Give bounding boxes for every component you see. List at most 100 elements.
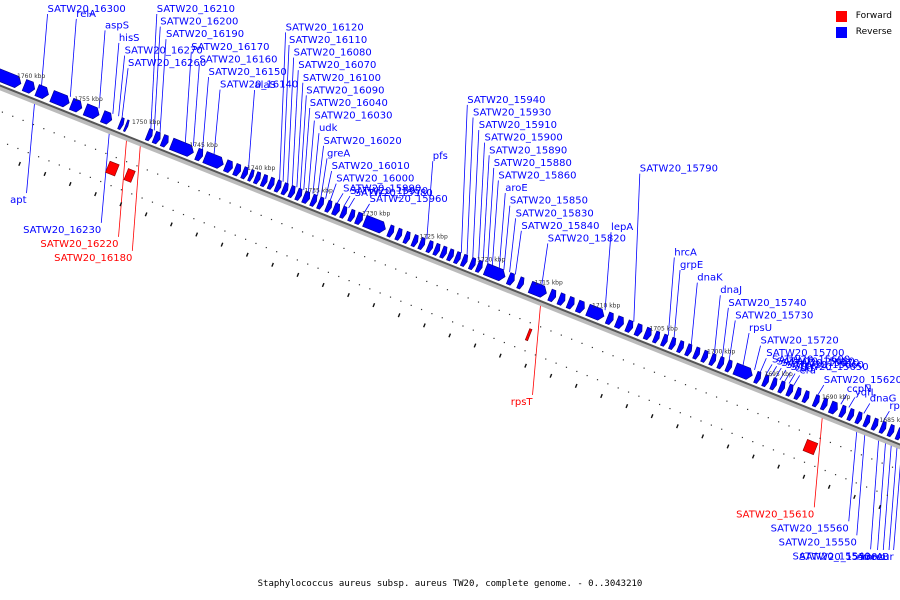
- gene-label[interactable]: SATW20_16210: [157, 4, 235, 15]
- gene-label[interactable]: SATW20_15650: [790, 362, 868, 373]
- gene-label[interactable]: mreA: [857, 552, 884, 563]
- reverse-gene-block[interactable]: [432, 242, 441, 256]
- gene-label[interactable]: SATW20_16010: [332, 161, 410, 172]
- gene-label[interactable]: SATW20_15890: [489, 145, 567, 156]
- reverse-gene-block[interactable]: [99, 110, 113, 125]
- gene-label[interactable]: SATW20_16140: [220, 80, 298, 91]
- reverse-gene-block[interactable]: [402, 230, 411, 245]
- reverse-gene-block[interactable]: [527, 280, 547, 298]
- reverse-gene-block[interactable]: [324, 199, 333, 213]
- gene-label[interactable]: yqfL: [855, 387, 877, 398]
- forward-gene-block[interactable]: [105, 160, 120, 177]
- reverse-gene-block[interactable]: [301, 190, 311, 204]
- reverse-gene-block[interactable]: [240, 166, 249, 180]
- reverse-gene-block[interactable]: [886, 424, 895, 438]
- reverse-gene-block[interactable]: [331, 202, 341, 216]
- gene-label[interactable]: apt: [10, 195, 26, 206]
- reverse-gene-block[interactable]: [854, 411, 863, 425]
- gene-label[interactable]: SATW20_15880: [494, 158, 572, 169]
- reverse-gene-block[interactable]: [309, 193, 318, 207]
- gene-label[interactable]: SATW20_16300: [48, 4, 126, 15]
- reverse-gene-block[interactable]: [846, 407, 855, 422]
- reverse-gene-block[interactable]: [417, 236, 426, 250]
- gene-label[interactable]: SATW20_15660: [786, 360, 864, 371]
- gene-label[interactable]: aspS: [105, 20, 129, 31]
- reverse-gene-block[interactable]: [785, 383, 794, 397]
- gene-label[interactable]: rpsT: [511, 397, 534, 408]
- reverse-gene-block[interactable]: [811, 394, 820, 408]
- gene-label[interactable]: SATW20_16000: [336, 174, 414, 185]
- gene-label[interactable]: SATW20_16190: [166, 29, 244, 40]
- reverse-gene-block[interactable]: [574, 299, 585, 314]
- reverse-gene-block[interactable]: [878, 420, 887, 434]
- reverse-gene-block[interactable]: [354, 211, 364, 226]
- gene-label[interactable]: SATW20_16220: [40, 239, 118, 250]
- gene-label[interactable]: SATW20_16100: [303, 73, 381, 84]
- gene-label[interactable]: SATW20_15560: [771, 523, 849, 534]
- gene-label[interactable]: SATW20_16110: [289, 35, 367, 46]
- reverse-gene-block[interactable]: [425, 240, 434, 254]
- reverse-gene-block[interactable]: [280, 182, 289, 196]
- gene-label[interactable]: SATW20_15860: [498, 170, 576, 181]
- gene-label[interactable]: SATW20_15530: [799, 552, 877, 563]
- reverse-gene-block[interactable]: [68, 97, 83, 113]
- gene-label[interactable]: SATW20_16230: [23, 225, 101, 236]
- gene-label[interactable]: SATW20_15820: [548, 233, 626, 244]
- forward-gene-block[interactable]: [524, 328, 533, 342]
- reverse-gene-block[interactable]: [894, 427, 900, 441]
- reverse-gene-block[interactable]: [247, 168, 255, 182]
- gene-label[interactable]: cdd: [795, 364, 813, 375]
- gene-label[interactable]: dnaJ: [720, 285, 742, 296]
- reverse-gene-block[interactable]: [287, 185, 296, 199]
- gene-label[interactable]: SATW20_16180: [54, 253, 132, 264]
- reverse-gene-block[interactable]: [144, 128, 153, 142]
- reverse-gene-block[interactable]: [614, 315, 624, 329]
- reverse-gene-block[interactable]: [232, 163, 242, 177]
- gene-label[interactable]: SATW20_15690: [772, 354, 850, 365]
- gene-label[interactable]: SATW20_16090: [306, 85, 384, 96]
- reverse-gene-block[interactable]: [870, 417, 879, 431]
- reverse-gene-block[interactable]: [547, 288, 557, 303]
- gene-label[interactable]: lepA: [611, 222, 633, 233]
- gene-label[interactable]: SATW20_15700: [766, 348, 844, 359]
- reverse-gene-block[interactable]: [482, 263, 506, 282]
- gene-label[interactable]: SATW20_16200: [160, 17, 238, 28]
- gene-label[interactable]: SATW20_15840: [521, 221, 599, 232]
- gene-label[interactable]: SATW20_15930: [473, 107, 551, 118]
- gene-label[interactable]: rpsU: [749, 323, 772, 334]
- reverse-gene-block[interactable]: [202, 151, 224, 169]
- gene-label[interactable]: SATW20_15900: [485, 133, 563, 144]
- reverse-gene-block[interactable]: [474, 259, 484, 273]
- gene-label[interactable]: dnaK: [697, 273, 723, 284]
- gene-label[interactable]: SATW20_15910: [479, 120, 557, 131]
- reverse-gene-block[interactable]: [459, 253, 469, 267]
- gene-label[interactable]: mreB: [862, 552, 889, 563]
- gene-label[interactable]: SATW20_16070: [298, 60, 376, 71]
- reverse-gene-block[interactable]: [862, 414, 871, 428]
- reverse-gene-block[interactable]: [339, 205, 348, 219]
- reverse-gene-block[interactable]: [453, 251, 462, 265]
- reverse-gene-block[interactable]: [684, 343, 693, 357]
- reverse-gene-block[interactable]: [410, 234, 419, 248]
- gene-label[interactable]: SATW20_15790: [640, 164, 718, 175]
- gene-label[interactable]: SATW20_16150: [209, 67, 287, 78]
- reverse-gene-block[interactable]: [692, 346, 701, 360]
- reverse-gene-block[interactable]: [168, 137, 194, 157]
- gene-label[interactable]: SATW20_16160: [199, 54, 277, 65]
- gene-label[interactable]: relA: [76, 9, 96, 20]
- reverse-gene-block[interactable]: [801, 390, 810, 404]
- gene-label[interactable]: SATW20_15940: [467, 95, 545, 106]
- reverse-gene-block[interactable]: [660, 333, 669, 347]
- gene-label[interactable]: dnaG: [870, 393, 897, 404]
- reverse-gene-block[interactable]: [259, 174, 268, 188]
- gene-label[interactable]: zur: [878, 552, 895, 563]
- reverse-gene-block[interactable]: [708, 352, 717, 367]
- reverse-gene-block[interactable]: [394, 227, 403, 241]
- gene-label[interactable]: hrcA: [674, 247, 697, 258]
- gene-label[interactable]: SATW20_15670: [781, 358, 859, 369]
- reverse-gene-block[interactable]: [827, 400, 838, 415]
- gene-label[interactable]: grpE: [680, 260, 703, 271]
- reverse-gene-block[interactable]: [516, 276, 525, 290]
- reverse-gene-block[interactable]: [223, 159, 233, 174]
- gene-label[interactable]: SATW20_15730: [735, 310, 813, 321]
